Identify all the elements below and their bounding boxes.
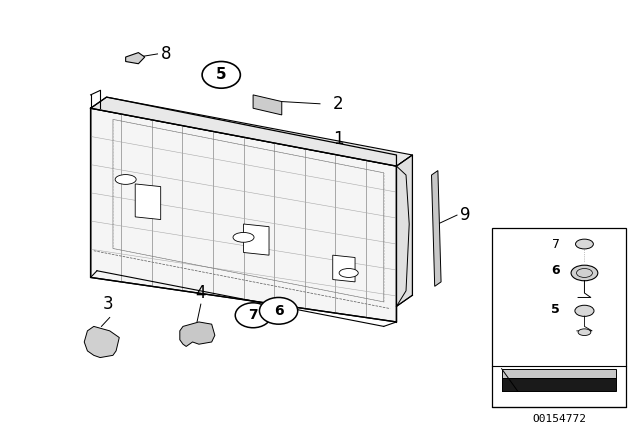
Polygon shape xyxy=(502,369,616,378)
Text: 5: 5 xyxy=(216,67,227,82)
Ellipse shape xyxy=(575,239,593,249)
Text: 6: 6 xyxy=(552,264,560,277)
Ellipse shape xyxy=(115,175,136,185)
Polygon shape xyxy=(396,166,409,306)
Polygon shape xyxy=(253,95,282,115)
Circle shape xyxy=(259,297,298,324)
Polygon shape xyxy=(502,378,616,391)
Text: 9: 9 xyxy=(460,206,470,224)
Polygon shape xyxy=(84,327,119,358)
Text: 1: 1 xyxy=(333,130,344,148)
Text: 8: 8 xyxy=(161,45,171,63)
Polygon shape xyxy=(135,184,161,220)
Ellipse shape xyxy=(571,265,598,281)
Ellipse shape xyxy=(339,268,358,277)
Ellipse shape xyxy=(578,329,591,336)
Text: 7: 7 xyxy=(248,308,258,322)
Ellipse shape xyxy=(233,233,254,242)
Polygon shape xyxy=(431,171,441,286)
Polygon shape xyxy=(180,322,215,346)
Circle shape xyxy=(202,61,241,88)
Polygon shape xyxy=(91,97,412,166)
Text: 2: 2 xyxy=(333,95,344,113)
Text: 6: 6 xyxy=(274,304,284,318)
Text: O0154772: O0154772 xyxy=(532,414,586,424)
Polygon shape xyxy=(396,155,412,306)
Polygon shape xyxy=(125,52,145,64)
Polygon shape xyxy=(333,255,355,282)
Ellipse shape xyxy=(575,305,594,316)
Polygon shape xyxy=(492,228,626,406)
Text: 3: 3 xyxy=(103,295,114,313)
Polygon shape xyxy=(91,108,396,322)
Text: 5: 5 xyxy=(552,303,560,316)
Polygon shape xyxy=(244,224,269,255)
Text: 4: 4 xyxy=(196,284,206,302)
Circle shape xyxy=(236,303,271,328)
Text: 7: 7 xyxy=(552,237,560,250)
